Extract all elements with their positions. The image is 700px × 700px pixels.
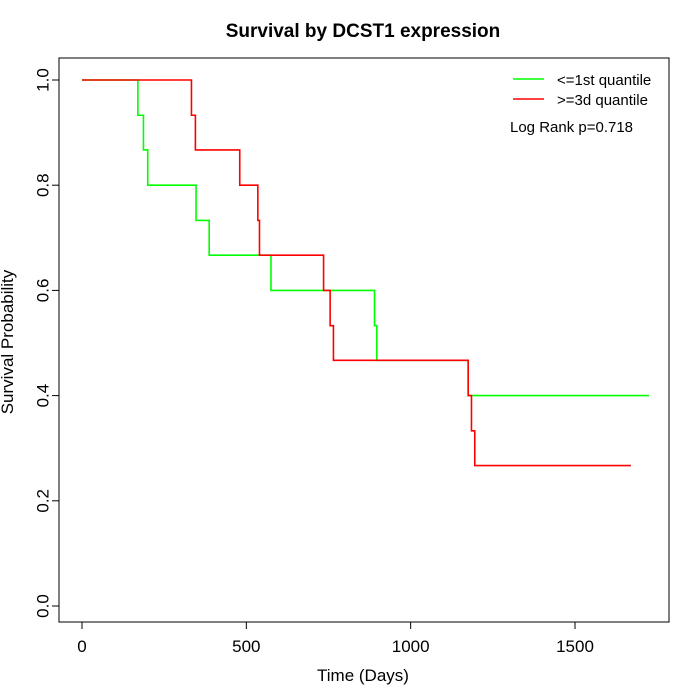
log-rank-annotation: Log Rank p=0.718 [510, 119, 633, 136]
y-axis: 0.0 0.2 0.4 0.6 0.8 1.0 [34, 68, 60, 618]
legend: <=1st quantile >=3d quantile [513, 72, 651, 109]
y-tick-label: 0.6 [34, 279, 53, 303]
legend-label-series-1: <=1st quantile [557, 72, 651, 89]
y-tick-label: 0.4 [34, 384, 53, 408]
series-line-2 [82, 79, 631, 467]
chart-title: Survival by DCST1 expression [226, 21, 501, 42]
x-tick-label: 500 [232, 637, 260, 656]
series-line-1 [82, 79, 649, 397]
x-axis: 0 500 1000 1500 [77, 621, 594, 656]
x-tick-label: 1000 [392, 637, 430, 656]
x-axis-label: Time (Days) [317, 666, 409, 685]
plot-frame [58, 57, 670, 623]
series-layer [82, 79, 649, 467]
y-tick-label: 1.0 [34, 68, 53, 92]
y-tick-label: 0.0 [34, 594, 53, 618]
y-axis-label: Survival Probability [0, 269, 17, 414]
x-tick-label: 0 [77, 637, 86, 656]
x-tick-label: 1500 [556, 637, 594, 656]
y-tick-label: 0.2 [34, 489, 53, 513]
legend-label-series-2: >=3d quantile [557, 92, 648, 109]
y-tick-label: 0.8 [34, 173, 53, 197]
